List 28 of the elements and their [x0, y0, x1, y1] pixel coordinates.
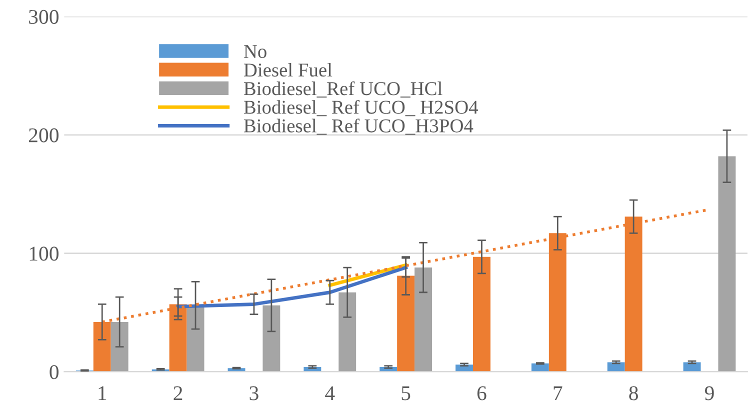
x-tick-label: 5 [402, 386, 410, 400]
y-tick-label: 100 [30, 246, 59, 261]
legend-label: No [244, 45, 266, 58]
legend-label: Diesel Fuel [244, 62, 332, 77]
bar [718, 156, 736, 372]
x-tick-label: 6 [477, 386, 486, 400]
x-tick-label: 3 [250, 386, 258, 400]
bar [473, 256, 490, 372]
bar [607, 362, 625, 372]
y-tick-label: 200 [28, 128, 59, 142]
bar [110, 322, 128, 372]
bar [397, 276, 415, 372]
bar [414, 268, 432, 372]
legend-label: Biodiesel_ Ref UCO_ H2SO4 [244, 100, 478, 116]
legend-label: Biodiesel_Ref UCO_HCl [244, 81, 442, 98]
y-tick-label: 300 [29, 10, 59, 24]
legend-label: Biodiesel_ Ref UCO_H3PO4 [244, 118, 474, 135]
x-tick-label: 4 [325, 386, 335, 400]
x-tick-label: 9 [704, 386, 714, 400]
y-tick-label: 0 [50, 365, 59, 380]
bar [338, 292, 356, 372]
x-tick-label: 1 [98, 386, 106, 400]
x-tick-label: 7 [554, 386, 562, 400]
line-series [176, 266, 408, 308]
x-tick-label: 8 [629, 386, 638, 400]
x-tick-label: 2 [174, 386, 182, 400]
bar [262, 305, 280, 372]
bar [683, 362, 701, 372]
